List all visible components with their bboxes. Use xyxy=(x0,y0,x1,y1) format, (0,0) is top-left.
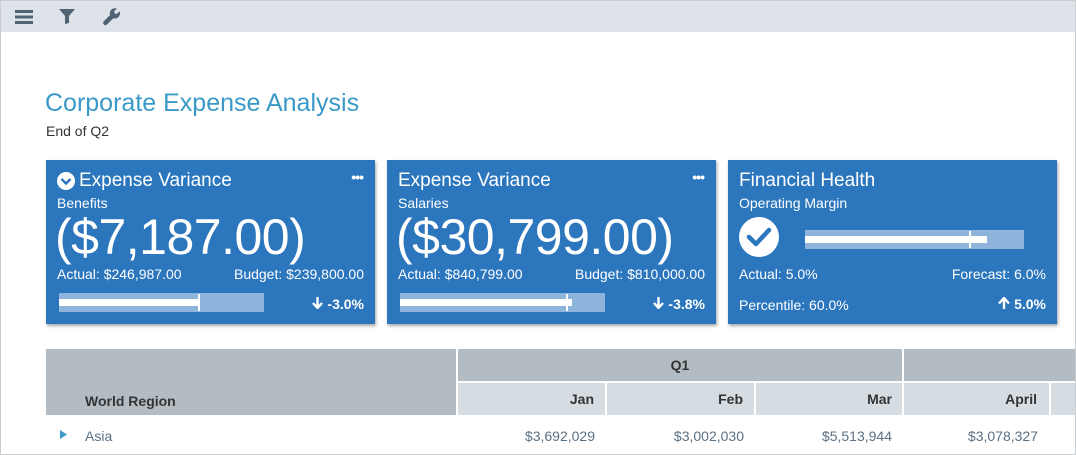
card-actual: Actual: $840,799.00 xyxy=(398,266,523,282)
card-delta: 5.0% xyxy=(998,296,1046,312)
card-forecast: Forecast: 6.0% xyxy=(951,266,1046,282)
bullet-bar xyxy=(805,230,1024,249)
card-delta-value: 5.0% xyxy=(1014,296,1046,312)
cell-april: $3,078,327 xyxy=(967,428,1038,444)
table-row[interactable]: Asia $3,692,029 $3,002,030 $5,513,944 $3… xyxy=(46,415,1075,445)
column-header-mar[interactable]: Mar xyxy=(756,383,902,415)
expand-row-icon[interactable] xyxy=(60,426,67,442)
card-delta-value: -3.0% xyxy=(327,296,364,312)
row-header-cell[interactable]: World Region xyxy=(46,349,456,415)
card-delta: -3.8% xyxy=(653,296,705,312)
card-subtitle: Operating Margin xyxy=(739,195,848,211)
card-menu-button[interactable]: ••• xyxy=(351,169,364,185)
card-budget: Budget: $810,000.00 xyxy=(574,266,705,282)
card-title-text: Financial Health xyxy=(739,170,876,191)
card-title-text: Expense Variance xyxy=(79,170,232,191)
kpi-card-financial-health[interactable]: Financial Health Operating Margin Actual… xyxy=(728,160,1057,324)
wrench-icon[interactable] xyxy=(92,1,132,32)
column-header-jan[interactable]: Jan xyxy=(458,383,605,415)
bullet-bar xyxy=(59,293,264,312)
card-subtitle: Benefits xyxy=(57,195,108,211)
card-percentile: Percentile: 60.0% xyxy=(739,297,849,313)
card-title-text: Expense Variance xyxy=(398,170,551,191)
card-actual: Actual: $246,987.00 xyxy=(57,266,182,282)
arrow-up-icon xyxy=(998,296,1010,312)
checkmark-circle-icon xyxy=(739,217,779,257)
bullet-bar-fill xyxy=(400,299,573,306)
cell-jan: $3,692,029 xyxy=(524,428,595,444)
row-label: Asia xyxy=(85,428,113,444)
bullet-bar-fill xyxy=(59,299,201,306)
card-delta-value: -3.8% xyxy=(668,296,705,312)
bullet-bar xyxy=(400,293,605,312)
column-group-q1[interactable]: Q1 xyxy=(458,349,902,381)
card-title: Financial Health xyxy=(739,170,875,192)
card-budget: Budget: $239,800.00 xyxy=(233,266,364,282)
card-subtitle: Salaries xyxy=(398,195,449,211)
cell-mar: $5,513,944 xyxy=(821,428,892,444)
bullet-bar-fill xyxy=(805,236,987,243)
page-title: Corporate Expense Analysis xyxy=(45,89,360,117)
card-title: Expense Variance xyxy=(57,170,232,192)
cell-feb: $3,002,030 xyxy=(673,428,744,444)
filter-icon[interactable] xyxy=(47,1,87,32)
pivot-table: World Region Q1 Jan Feb Mar April Asia $… xyxy=(46,349,1075,454)
arrow-down-icon xyxy=(312,296,324,312)
kpi-card-benefits[interactable]: Expense Variance ••• Benefits ($7,187.00… xyxy=(46,160,375,324)
bullet-bar-marker xyxy=(198,294,201,311)
column-header-next xyxy=(1051,383,1075,415)
card-title: Expense Variance xyxy=(398,170,551,192)
column-header-april[interactable]: April xyxy=(904,383,1049,415)
bullet-bar-marker xyxy=(566,294,569,311)
card-value: ($30,799.00) xyxy=(396,209,674,265)
column-header-feb[interactable]: Feb xyxy=(607,383,754,415)
toolbar xyxy=(1,1,1075,32)
arrow-down-icon xyxy=(653,296,665,312)
hamburger-menu-icon[interactable] xyxy=(4,1,44,32)
column-group-next[interactable] xyxy=(904,349,1075,381)
chevron-down-circle-icon[interactable] xyxy=(57,172,75,190)
card-menu-button[interactable]: ••• xyxy=(692,169,705,185)
row-header-label: World Region xyxy=(85,393,176,409)
page-subtitle: End of Q2 xyxy=(46,123,110,139)
bullet-bar-marker xyxy=(969,231,972,248)
card-value: ($7,187.00) xyxy=(55,209,306,265)
card-actual: Actual: 5.0% xyxy=(739,266,818,282)
card-delta: -3.0% xyxy=(312,296,364,312)
kpi-card-salaries[interactable]: Expense Variance ••• Salaries ($30,799.0… xyxy=(387,160,716,324)
